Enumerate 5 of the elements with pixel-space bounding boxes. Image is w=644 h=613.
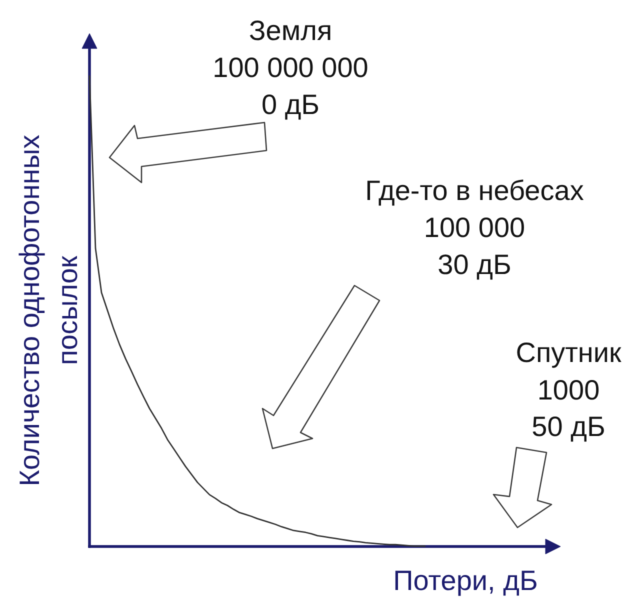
annotation: Где-то в небесах 100 000 30 дБ bbox=[365, 175, 584, 280]
x-axis-title: Потери, дБ bbox=[393, 565, 538, 596]
annotation: Земля 100 000 000 0 дБ bbox=[212, 15, 368, 120]
y-axis-title: Количество однофотонных посылок bbox=[14, 134, 83, 486]
text: Спутник 1000 50 дБ bbox=[516, 337, 622, 442]
